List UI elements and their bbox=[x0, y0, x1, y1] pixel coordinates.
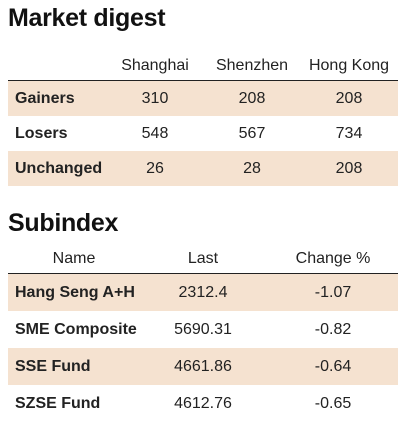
table-cell: 567 bbox=[238, 124, 266, 142]
table-cell: 26 bbox=[146, 159, 164, 177]
market-digest-table: Shanghai Shenzhen Hong Kong Gainers 310 … bbox=[8, 52, 398, 186]
table-cell: 208 bbox=[335, 89, 363, 107]
row-label: Losers bbox=[15, 124, 68, 142]
change-value: -0.64 bbox=[314, 357, 352, 375]
column-header-shanghai: Shanghai bbox=[121, 57, 189, 74]
change-value: -0.82 bbox=[314, 320, 352, 338]
index-name: SME Composite bbox=[15, 320, 137, 338]
table-cell: 208 bbox=[335, 159, 363, 177]
table-row: SSE Fund 4661.86 -0.64 bbox=[8, 348, 398, 385]
change-value: -1.07 bbox=[314, 283, 352, 301]
market-digest-title: Market digest bbox=[8, 4, 166, 32]
row-label: Gainers bbox=[15, 89, 75, 107]
table-row-unchanged: Unchanged 26 28 208 bbox=[8, 151, 398, 186]
table-row-losers: Losers 548 567 734 bbox=[8, 116, 398, 151]
table-cell: 208 bbox=[238, 89, 266, 107]
column-header-change: Change % bbox=[295, 250, 371, 267]
last-value: 4661.86 bbox=[174, 357, 232, 375]
last-value: 4612.76 bbox=[174, 394, 232, 412]
column-header-hong-kong: Hong Kong bbox=[308, 57, 390, 74]
table-header-row: Shanghai Shenzhen Hong Kong bbox=[8, 52, 398, 81]
index-name: SSE Fund bbox=[15, 357, 91, 375]
row-label: Unchanged bbox=[15, 159, 103, 177]
table-cell: 28 bbox=[243, 159, 261, 177]
table-row: Hang Seng A+H 2312.4 -1.07 bbox=[8, 274, 398, 311]
column-header-shenzhen: Shenzhen bbox=[215, 57, 289, 74]
index-name: Hang Seng A+H bbox=[15, 283, 135, 301]
change-value: -0.65 bbox=[314, 394, 352, 412]
table-row-gainers: Gainers 310 208 208 bbox=[8, 81, 398, 116]
column-header-last: Last bbox=[187, 250, 219, 267]
table-cell: 310 bbox=[141, 89, 169, 107]
index-name: SZSE Fund bbox=[15, 394, 101, 412]
last-value: 5690.31 bbox=[174, 320, 232, 338]
subindex-title: Subindex bbox=[8, 209, 119, 237]
table-header-row: Name Last Change % bbox=[8, 245, 398, 274]
table-row: SZSE Fund 4612.76 -0.65 bbox=[8, 385, 398, 422]
subindex-table: Name Last Change % Hang Seng A+H 2312.4 … bbox=[8, 245, 398, 422]
table-cell: 548 bbox=[141, 124, 169, 142]
column-header-name: Name bbox=[52, 250, 96, 267]
last-value: 2312.4 bbox=[178, 283, 228, 301]
table-cell: 734 bbox=[335, 124, 363, 142]
table-row: SME Composite 5690.31 -0.82 bbox=[8, 311, 398, 348]
